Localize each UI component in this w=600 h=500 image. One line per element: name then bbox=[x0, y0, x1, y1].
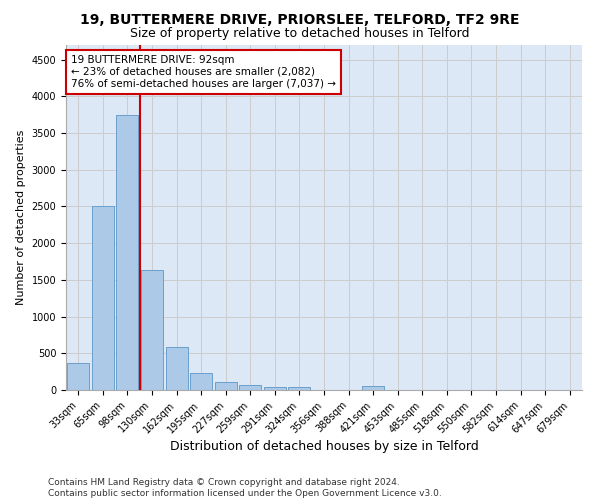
Bar bbox=[166, 346, 188, 390]
Bar bbox=[116, 114, 139, 390]
Y-axis label: Number of detached properties: Number of detached properties bbox=[16, 130, 26, 305]
Bar bbox=[362, 386, 384, 390]
Bar bbox=[67, 363, 89, 390]
Bar bbox=[92, 206, 114, 390]
Bar bbox=[289, 388, 310, 390]
X-axis label: Distribution of detached houses by size in Telford: Distribution of detached houses by size … bbox=[170, 440, 478, 454]
Bar bbox=[264, 386, 286, 390]
Text: 19, BUTTERMERE DRIVE, PRIORSLEE, TELFORD, TF2 9RE: 19, BUTTERMERE DRIVE, PRIORSLEE, TELFORD… bbox=[80, 12, 520, 26]
Bar bbox=[239, 385, 262, 390]
Bar bbox=[190, 373, 212, 390]
Bar bbox=[141, 270, 163, 390]
Text: 19 BUTTERMERE DRIVE: 92sqm
← 23% of detached houses are smaller (2,082)
76% of s: 19 BUTTERMERE DRIVE: 92sqm ← 23% of deta… bbox=[71, 56, 336, 88]
Text: Contains HM Land Registry data © Crown copyright and database right 2024.
Contai: Contains HM Land Registry data © Crown c… bbox=[48, 478, 442, 498]
Text: Size of property relative to detached houses in Telford: Size of property relative to detached ho… bbox=[130, 28, 470, 40]
Bar bbox=[215, 382, 237, 390]
